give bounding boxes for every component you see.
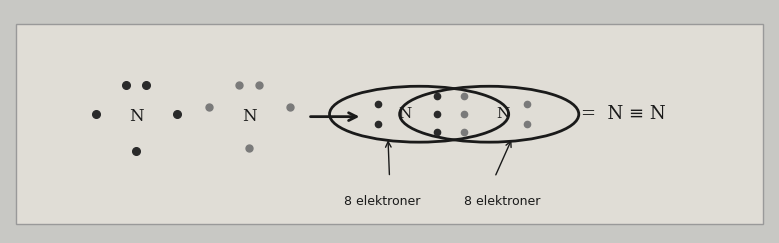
Text: 8 elektroner: 8 elektroner [344,195,420,208]
Bar [0,0,779,29]
Circle shape [330,86,509,142]
Text: N: N [242,108,256,125]
Circle shape [400,86,579,142]
Bar [16,24,763,224]
Text: N: N [496,107,510,121]
Text: =  N ≡ N: = N ≡ N [581,105,665,123]
Text: N: N [398,107,412,121]
Bar [0,219,779,243]
Text: N: N [129,108,143,125]
Text: 8 elektroner: 8 elektroner [464,195,541,208]
